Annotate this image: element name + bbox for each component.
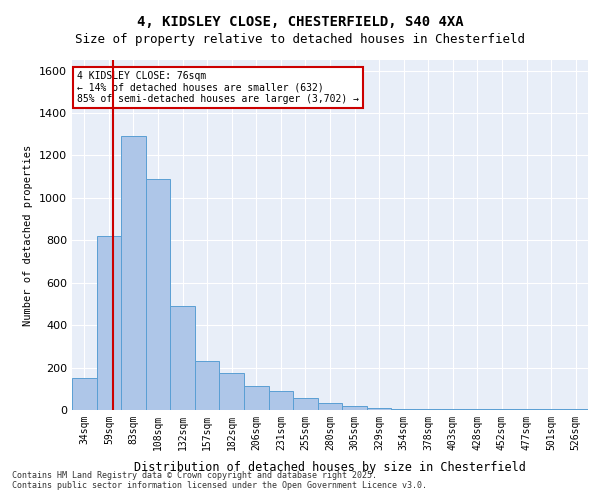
Text: 4, KIDSLEY CLOSE, CHESTERFIELD, S40 4XA: 4, KIDSLEY CLOSE, CHESTERFIELD, S40 4XA	[137, 15, 463, 29]
Bar	[244, 386, 269, 410]
Bar	[121, 136, 146, 410]
Bar	[342, 406, 367, 410]
Bar	[293, 398, 318, 410]
Bar	[170, 306, 195, 410]
Y-axis label: Number of detached properties: Number of detached properties	[23, 144, 34, 326]
Bar	[195, 361, 220, 410]
Bar	[440, 409, 465, 410]
Bar	[416, 409, 440, 410]
Bar	[318, 402, 342, 410]
Bar	[146, 179, 170, 410]
Bar	[97, 236, 121, 410]
Bar	[220, 373, 244, 410]
Text: 4 KIDSLEY CLOSE: 76sqm
← 14% of detached houses are smaller (632)
85% of semi-de: 4 KIDSLEY CLOSE: 76sqm ← 14% of detached…	[77, 70, 359, 104]
Bar	[269, 391, 293, 410]
Bar	[391, 409, 416, 410]
Bar	[367, 408, 391, 410]
X-axis label: Distribution of detached houses by size in Chesterfield: Distribution of detached houses by size …	[134, 461, 526, 474]
Text: Size of property relative to detached houses in Chesterfield: Size of property relative to detached ho…	[75, 32, 525, 46]
Text: Contains HM Land Registry data © Crown copyright and database right 2025.
Contai: Contains HM Land Registry data © Crown c…	[12, 470, 427, 490]
Bar	[72, 378, 97, 410]
